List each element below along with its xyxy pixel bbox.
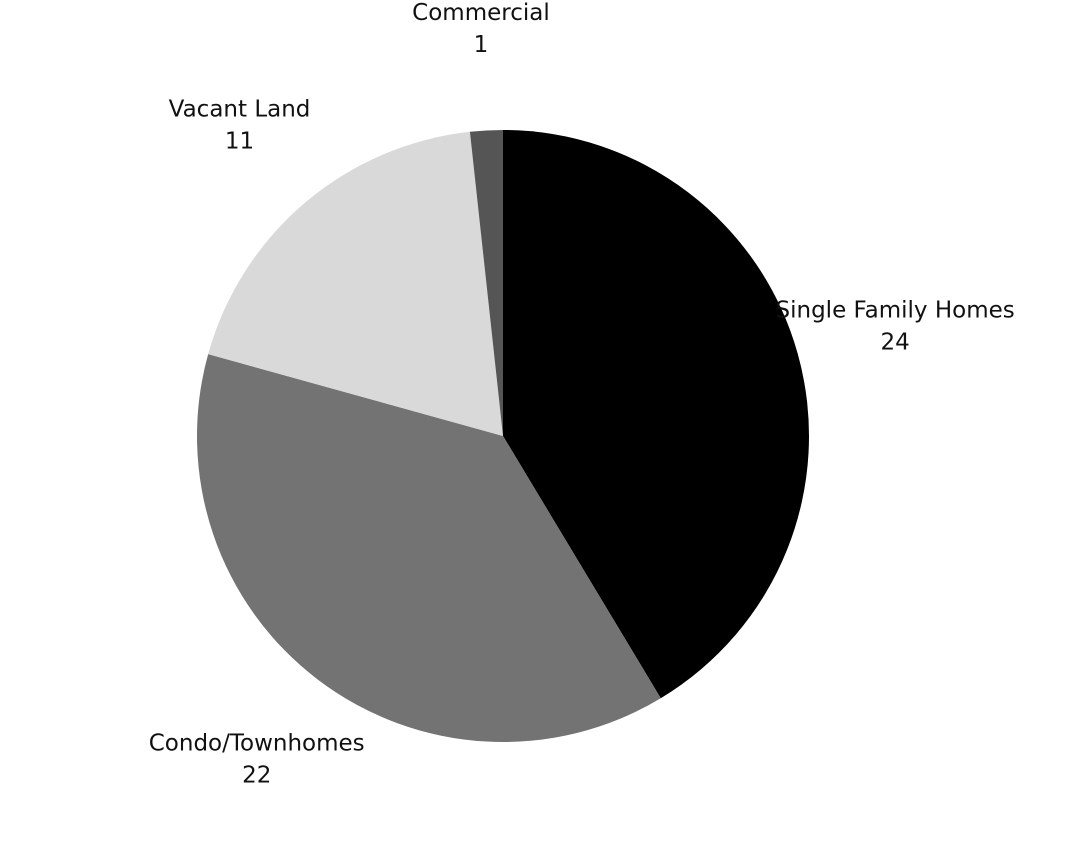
pie-slice — [196, 354, 661, 743]
pie-slice — [208, 131, 504, 436]
slice-value: 24 — [881, 330, 910, 356]
slice-label: Vacant Land — [169, 96, 311, 122]
pie-slice — [469, 130, 503, 436]
slice-label: Condo/Townhomes — [149, 730, 365, 756]
slice-value: 1 — [474, 32, 489, 58]
slice-label: Single Family Homes — [776, 298, 1015, 324]
pie-slice — [503, 130, 809, 699]
slice-label: Commercial — [412, 0, 550, 26]
slice-value: 22 — [242, 762, 271, 788]
slice-value: 11 — [225, 128, 254, 154]
